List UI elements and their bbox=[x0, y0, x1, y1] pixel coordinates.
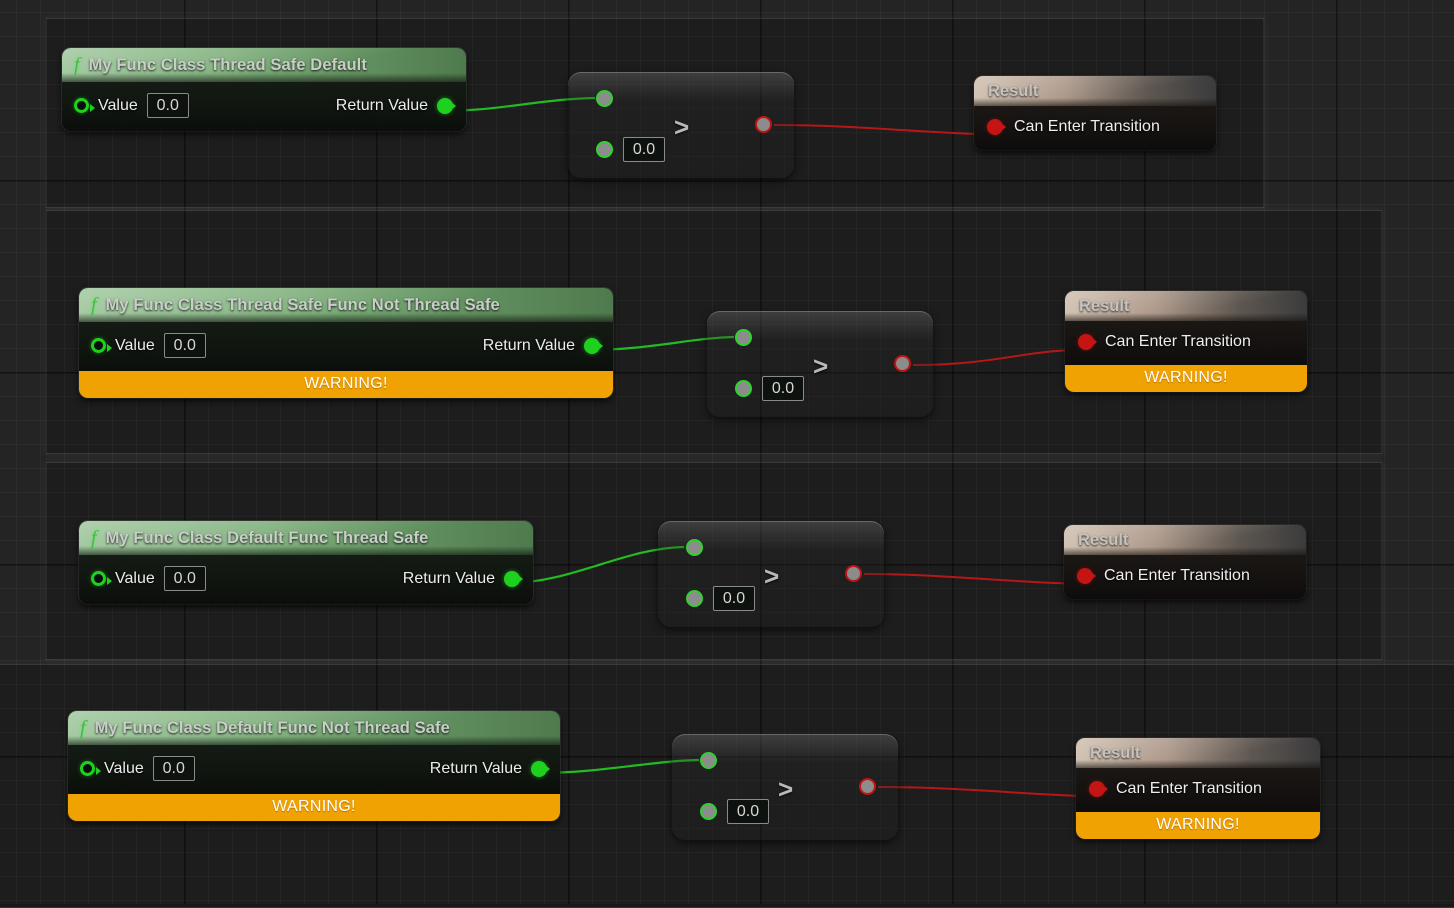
wire-red-row-4 bbox=[877, 786, 1107, 798]
compare-operator-label: > bbox=[813, 351, 829, 381]
function-node-header-row-2: f My Func Class Thread Safe Func Not Thr… bbox=[79, 288, 613, 322]
result-node-row-2[interactable]: Result Can Enter Transition WARNING! bbox=[1065, 291, 1307, 392]
compare-input-pin-a[interactable] bbox=[686, 539, 703, 556]
compare-b-value-field[interactable]: 0.0 bbox=[762, 376, 804, 401]
compare-input-pin-a[interactable] bbox=[596, 90, 613, 107]
compare-b-value-field[interactable]: 0.0 bbox=[623, 137, 665, 162]
compare-node-row-3[interactable]: 0.0 > bbox=[658, 521, 884, 627]
function-icon: f bbox=[74, 54, 80, 76]
function-node-header-row-4: f My Func Class Default Func Not Thread … bbox=[68, 711, 560, 745]
function-node-header-row-3: f My Func Class Default Func Thread Safe bbox=[79, 521, 533, 555]
result-node-title: Result bbox=[988, 81, 1039, 100]
function-node-body-row-4: Value 0.0 Return Value bbox=[68, 745, 560, 794]
result-input-pin[interactable] bbox=[1089, 781, 1108, 797]
compare-operator-label: > bbox=[674, 112, 690, 142]
compare-input-pin-b[interactable] bbox=[700, 803, 717, 820]
function-node-title: My Func Class Default Func Thread Safe bbox=[105, 528, 429, 547]
function-node-header-row-1: f My Func Class Thread Safe Default bbox=[62, 48, 466, 82]
function-icon: f bbox=[91, 294, 97, 316]
output-pin-label: Return Value bbox=[482, 336, 575, 354]
result-node-row-3[interactable]: Result Can Enter Transition bbox=[1064, 525, 1306, 599]
input-pin-value[interactable] bbox=[91, 338, 112, 353]
compare-output-pin[interactable] bbox=[894, 355, 911, 372]
output-pin-return-value[interactable] bbox=[531, 760, 550, 777]
result-pin-label: Can Enter Transition bbox=[1104, 567, 1250, 584]
function-node-body-row-1: Value 0.0 Return Value bbox=[62, 82, 466, 131]
result-node-header-row-1: Result bbox=[974, 76, 1216, 106]
result-node-row-4[interactable]: Result Can Enter Transition WARNING! bbox=[1076, 738, 1320, 839]
function-node-body-row-2: Value 0.0 Return Value bbox=[79, 322, 613, 371]
output-pin-label: Return Value bbox=[429, 759, 522, 777]
compare-output-pin[interactable] bbox=[859, 778, 876, 795]
result-node-body-row-3: Can Enter Transition bbox=[1064, 555, 1306, 599]
compare-node-row-2[interactable]: 0.0 > bbox=[707, 311, 933, 417]
function-node-row-1[interactable]: f My Func Class Thread Safe Default Valu… bbox=[62, 48, 466, 131]
value-input-field[interactable]: 0.0 bbox=[152, 756, 195, 781]
compare-input-pin-a[interactable] bbox=[700, 752, 717, 769]
result-node-header-row-4: Result bbox=[1076, 738, 1320, 768]
result-node-title: Result bbox=[1079, 296, 1130, 315]
function-node-title: My Func Class Thread Safe Func Not Threa… bbox=[105, 295, 500, 314]
function-icon: f bbox=[80, 717, 86, 739]
result-node-body-row-4: Can Enter Transition bbox=[1076, 768, 1320, 812]
result-node-row-1[interactable]: Result Can Enter Transition bbox=[974, 76, 1216, 150]
result-node-body-row-2: Can Enter Transition bbox=[1065, 321, 1307, 365]
input-pin-value[interactable] bbox=[80, 761, 101, 776]
value-input-field[interactable]: 0.0 bbox=[146, 93, 189, 118]
result-input-pin[interactable] bbox=[1078, 334, 1097, 350]
output-pin-label: Return Value bbox=[402, 569, 495, 587]
input-pin-label: Value bbox=[115, 569, 155, 587]
input-pin-label: Value bbox=[104, 759, 144, 777]
compare-node-row-4[interactable]: 0.0 > bbox=[672, 734, 898, 840]
function-node-title: My Func Class Thread Safe Default bbox=[88, 55, 367, 74]
compare-output-pin[interactable] bbox=[845, 565, 862, 582]
function-node-title: My Func Class Default Func Not Thread Sa… bbox=[94, 718, 450, 737]
compare-b-value-field[interactable]: 0.0 bbox=[713, 586, 755, 611]
result-node-title: Result bbox=[1078, 530, 1129, 549]
function-node-row-2[interactable]: f My Func Class Thread Safe Func Not Thr… bbox=[79, 288, 613, 398]
function-node-warning-banner: WARNING! bbox=[79, 371, 613, 398]
result-node-warning-banner: WARNING! bbox=[1065, 365, 1307, 392]
function-node-row-4[interactable]: f My Func Class Default Func Not Thread … bbox=[68, 711, 560, 821]
function-node-row-3[interactable]: f My Func Class Default Func Thread Safe… bbox=[79, 521, 533, 604]
compare-node-row-1[interactable]: 0.0 > bbox=[568, 72, 794, 178]
wire-red-row-1 bbox=[773, 124, 1002, 136]
value-input-field[interactable]: 0.0 bbox=[163, 566, 206, 591]
result-pin-label: Can Enter Transition bbox=[1116, 780, 1262, 797]
compare-input-pin-b[interactable] bbox=[735, 380, 752, 397]
result-node-warning-banner: WARNING! bbox=[1076, 812, 1320, 839]
result-node-body-row-1: Can Enter Transition bbox=[974, 106, 1216, 150]
result-node-header-row-3: Result bbox=[1064, 525, 1306, 555]
compare-operator-label: > bbox=[778, 774, 794, 804]
result-pin-label: Can Enter Transition bbox=[1014, 118, 1160, 135]
function-node-warning-banner: WARNING! bbox=[68, 794, 560, 821]
output-pin-label: Return Value bbox=[335, 96, 428, 114]
input-pin-value[interactable] bbox=[74, 98, 95, 113]
compare-input-pin-a[interactable] bbox=[735, 329, 752, 346]
compare-input-pin-b[interactable] bbox=[596, 141, 613, 158]
result-node-header-row-2: Result bbox=[1065, 291, 1307, 321]
function-node-body-row-3: Value 0.0 Return Value bbox=[79, 555, 533, 604]
wire-red-row-3 bbox=[863, 573, 1092, 585]
value-input-field[interactable]: 0.0 bbox=[163, 333, 206, 358]
input-pin-label: Value bbox=[115, 336, 155, 354]
result-input-pin[interactable] bbox=[1077, 568, 1096, 584]
compare-operator-label: > bbox=[764, 561, 780, 591]
output-pin-return-value[interactable] bbox=[504, 570, 523, 587]
output-pin-return-value[interactable] bbox=[437, 97, 456, 114]
input-pin-label: Value bbox=[98, 96, 138, 114]
function-icon: f bbox=[91, 527, 97, 549]
result-input-pin[interactable] bbox=[987, 119, 1006, 135]
compare-output-pin[interactable] bbox=[755, 116, 772, 133]
input-pin-value[interactable] bbox=[91, 571, 112, 586]
output-pin-return-value[interactable] bbox=[584, 337, 603, 354]
result-node-title: Result bbox=[1090, 743, 1141, 762]
result-pin-label: Can Enter Transition bbox=[1105, 333, 1251, 350]
compare-b-value-field[interactable]: 0.0 bbox=[727, 799, 769, 824]
compare-input-pin-b[interactable] bbox=[686, 590, 703, 607]
